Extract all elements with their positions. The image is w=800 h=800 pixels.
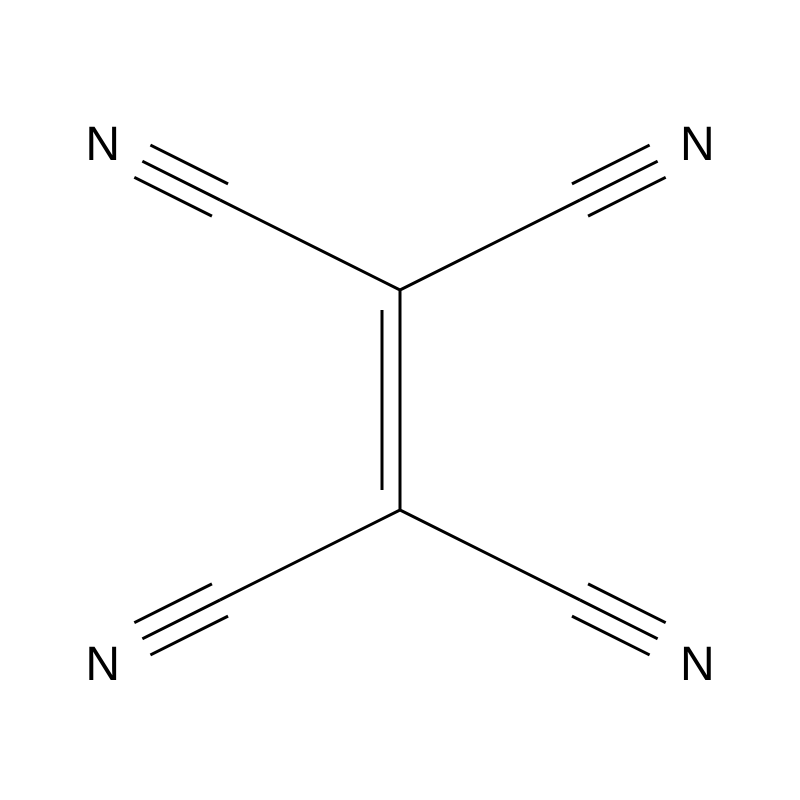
atom-label-n: N [85,638,120,691]
atom-label-n: N [680,118,715,171]
atom-label-n: N [680,638,715,691]
atom-label-n: N [85,118,120,171]
molecule-diagram: N N N N [0,0,800,800]
